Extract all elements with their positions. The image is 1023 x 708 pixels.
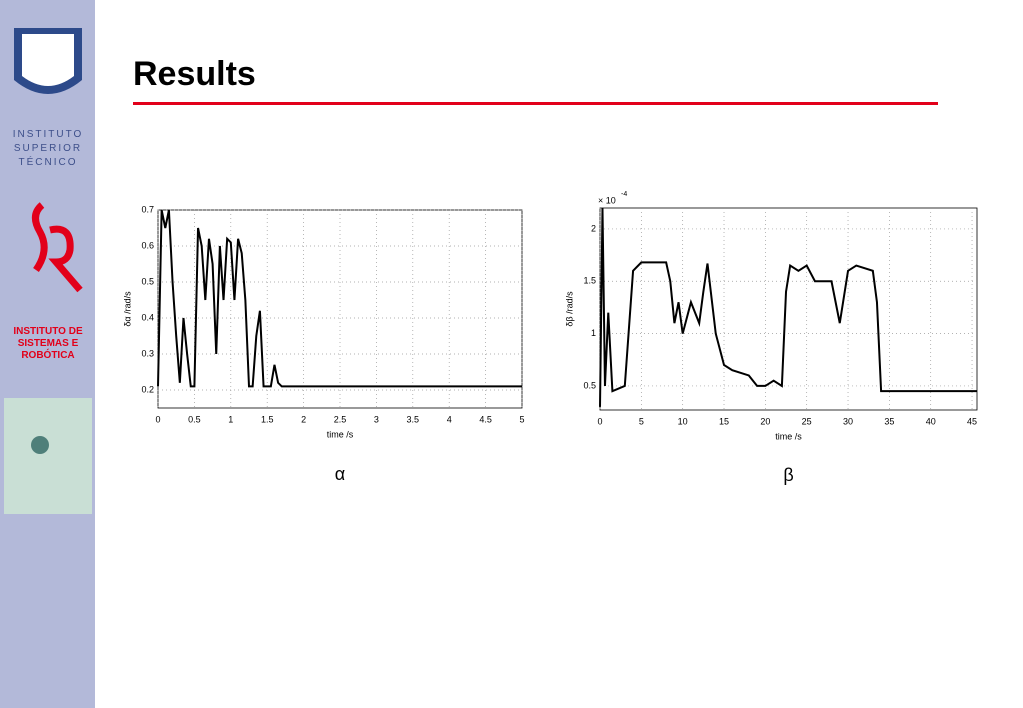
y-tick-label: 1 [591,328,596,338]
x-tick-label: 20 [760,416,770,426]
slide-title: Results [133,55,256,93]
x-tick-label: 15 [719,416,729,426]
sidebar: INSTITUTO SUPERIOR TÉCNICO INSTITUTO DE … [0,0,95,708]
ist-line: SUPERIOR [13,143,83,154]
x-tick-label: 5 [639,416,644,426]
x-tick-label: 0 [597,416,602,426]
chart-caption: α [335,464,345,484]
axis-multiplier-exponent: -4 [621,191,627,198]
title-rule [133,102,938,105]
x-axis-label: time /s [327,429,354,439]
x-tick-label: 0 [155,414,160,424]
isr-name: INSTITUTO DE SISTEMAS E ROBÓTICA [13,326,83,361]
plot-area [599,207,978,411]
ist-name: INSTITUTO SUPERIOR TÉCNICO [8,128,88,170]
ist-line: TÉCNICO [18,157,78,168]
data-line [157,209,522,388]
x-tick-label: 35 [884,416,894,426]
y-tick-label: 2 [591,223,596,233]
x-tick-label: 5 [519,414,524,424]
y-axis-label: δα /rad/s [122,291,132,327]
isr-logo [32,202,83,293]
y-tick-label: 0.6 [141,240,154,250]
axis-multiplier: × 10 [598,195,616,205]
x-tick-label: 3 [374,414,379,424]
x-tick-label: 30 [843,416,853,426]
ist-line: INSTITUTO [12,129,84,140]
y-tick-label: 1.5 [583,276,596,286]
ist-shield-inner [22,34,74,86]
painting-detail [31,436,49,454]
x-tick-label: 25 [802,416,812,426]
y-tick-label: 0.7 [141,204,154,214]
x-tick-label: 2.5 [334,414,347,424]
logos [4,28,92,514]
x-tick-label: 45 [967,416,977,426]
x-tick-label: 4 [447,414,452,424]
x-tick-label: 1.5 [261,414,274,424]
y-tick-label: 0.5 [583,380,596,390]
x-tick-label: 1 [228,414,233,424]
y-tick-label: 0.4 [141,312,154,322]
y-tick-label: 0.2 [141,384,154,394]
x-axis-label: time /s [775,431,802,441]
y-tick-label: 0.3 [141,348,154,358]
x-tick-label: 10 [678,416,688,426]
x-tick-label: 4.5 [479,414,492,424]
data-line [599,207,977,407]
chart-caption: β [783,465,793,485]
painting [4,398,92,514]
x-tick-label: 0.5 [188,414,201,424]
y-axis-label: δβ /rad/s [564,291,574,327]
x-tick-label: 2 [301,414,306,424]
x-tick-label: 3.5 [407,414,420,424]
x-tick-label: 40 [926,416,936,426]
y-tick-label: 0.5 [141,276,154,286]
